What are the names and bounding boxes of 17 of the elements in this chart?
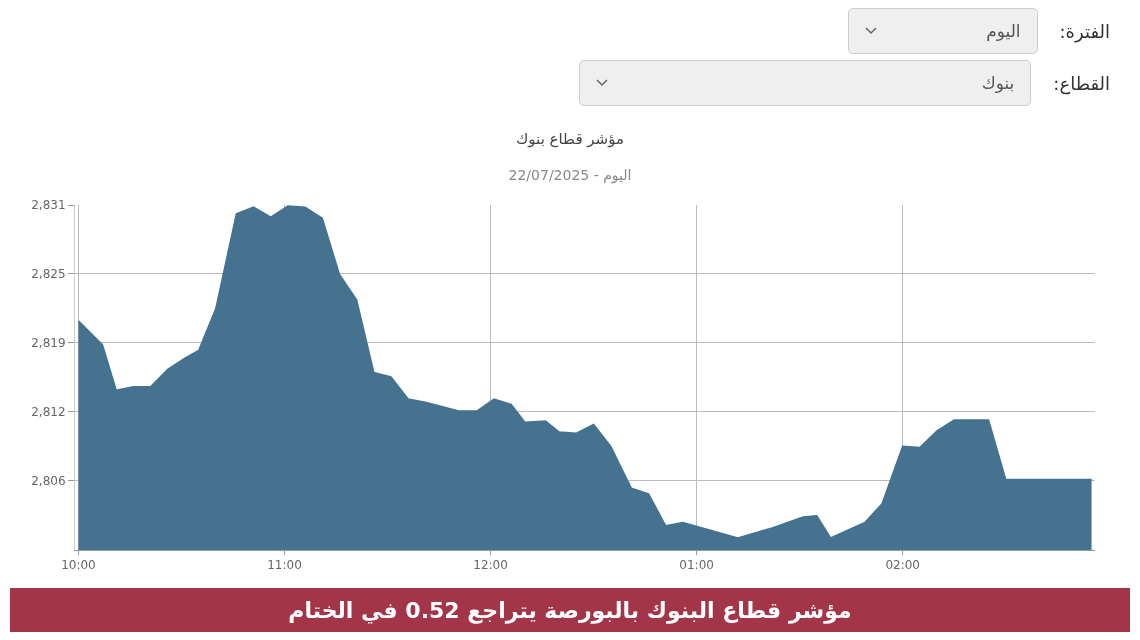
y-tick-label: 2,825	[31, 267, 66, 282]
text: بنوك	[981, 73, 1015, 93]
text: القطاع:	[1053, 72, 1110, 94]
y-tick-label: 2,819	[31, 335, 66, 350]
x-tick-label: 12:00	[473, 558, 508, 573]
text: مؤشر قطاع البنوك بالبورصة يتراجع 0.52 في الختام	[10, 588, 1130, 632]
text: اليوم	[986, 21, 1021, 41]
text: الفترة:	[1059, 20, 1110, 42]
x-tick-label: 01:00	[679, 558, 714, 573]
y-tick-label: 2,831	[31, 198, 66, 213]
chart-subtitle: اليوم - 22/07/2025	[508, 167, 632, 185]
y-tick-label: 2,812	[31, 404, 66, 419]
x-tick-label: 11:00	[267, 558, 302, 573]
y-tick-label: 2,806	[31, 473, 66, 488]
x-tick-label: 02:00	[885, 558, 920, 573]
x-tick-label: 10:00	[61, 558, 96, 573]
chart-title: مؤشر قطاع بنوك	[516, 130, 624, 148]
